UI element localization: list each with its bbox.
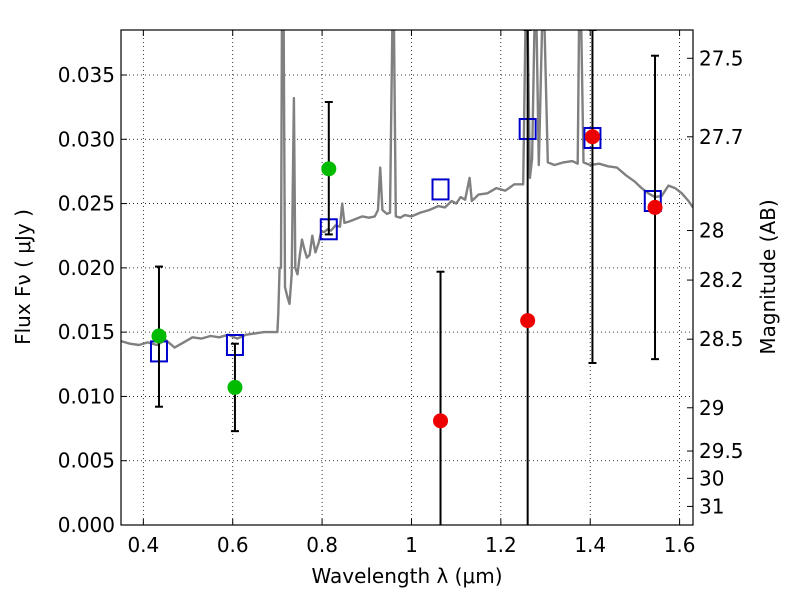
- circle-marker: [433, 413, 449, 429]
- right-tick-label: 29.5: [699, 439, 744, 463]
- axis-ticks: 0.4 0.6 0.8 1 1.2 1.4 1.6 0.000 0.005 0.010 0.015 0…: [58, 30, 744, 557]
- y-axis-label-right: Magnitude (AB): [756, 199, 780, 354]
- right-tick-label: 30: [699, 466, 724, 490]
- y-tick-label: 0.010: [58, 384, 115, 408]
- right-tick-label: 27.5: [699, 46, 744, 70]
- right-tick-label: 28.2: [699, 268, 744, 292]
- y-tick-label: 0.005: [58, 449, 115, 473]
- x-tick-label: 1.6: [664, 533, 696, 557]
- right-tick-label: 28: [699, 219, 724, 243]
- x-tick-label: 0.6: [217, 533, 249, 557]
- right-tick-label: 28.5: [699, 327, 744, 351]
- grid: [121, 30, 693, 526]
- plot-frame: [120, 29, 694, 526]
- y-tick-label: 0.020: [58, 256, 115, 280]
- square-marker: [431, 178, 450, 201]
- x-tick-label: 1: [405, 533, 418, 557]
- x-tick-label: 1.2: [485, 533, 517, 557]
- circle-marker: [151, 328, 167, 344]
- y-tick-label: 0.025: [58, 192, 115, 216]
- y-tick-label: 0.030: [58, 127, 115, 151]
- circle-marker: [647, 199, 663, 215]
- spectrum-line: [121, 30, 693, 349]
- y-tick-label: 0.000: [58, 513, 115, 537]
- x-tick-label: 0.8: [306, 533, 338, 557]
- circle-marker: [227, 379, 243, 395]
- circle-marker: [520, 313, 536, 329]
- y-axis-label-left: Flux Fν ( μJy ): [11, 209, 35, 345]
- x-tick-label: 0.4: [127, 533, 159, 557]
- circle-marker: [321, 161, 337, 177]
- right-tick-label: 27.7: [699, 125, 744, 149]
- y-tick-label: 0.015: [58, 320, 115, 344]
- y-tick-label: 0.035: [58, 63, 115, 87]
- right-tick-label: 31: [699, 494, 724, 518]
- plot-area: [121, 30, 693, 525]
- x-axis-label: Wavelength λ (μm): [311, 564, 502, 588]
- x-tick-label: 1.4: [574, 533, 606, 557]
- right-tick-label: 29: [699, 396, 724, 420]
- circle-marker: [584, 129, 600, 145]
